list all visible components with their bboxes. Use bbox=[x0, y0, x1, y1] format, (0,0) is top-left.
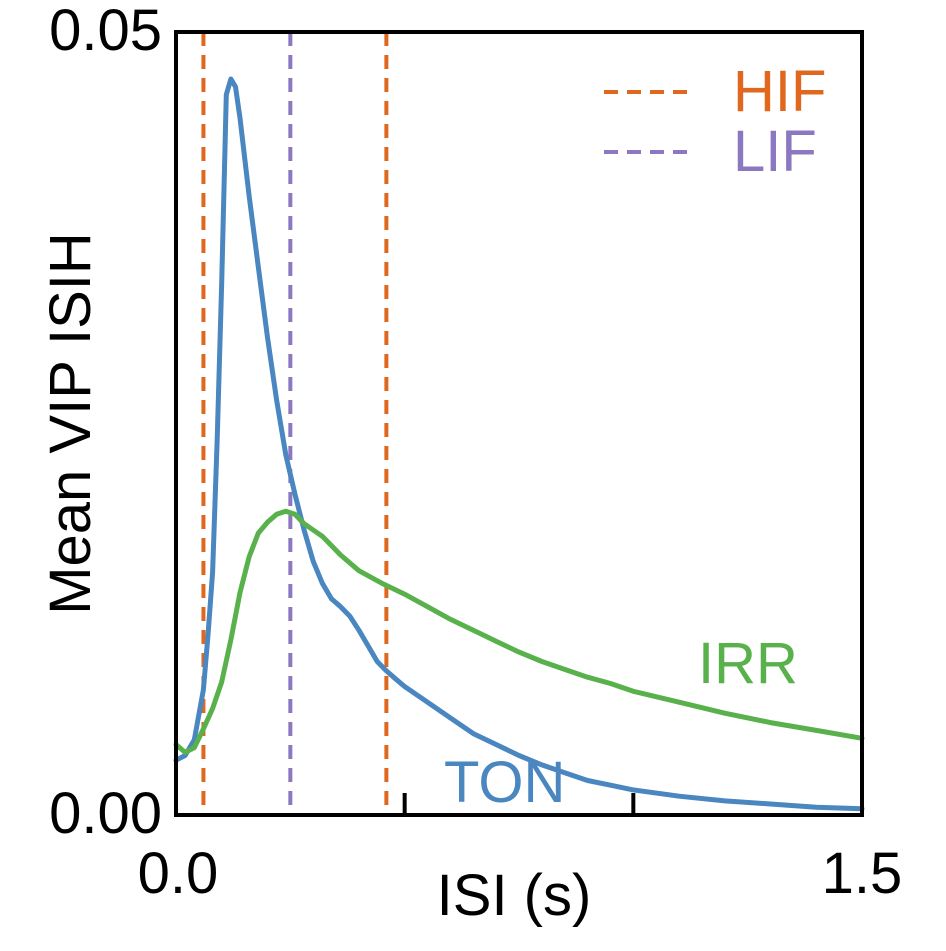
series-layer bbox=[173, 76, 865, 812]
series-line-ton bbox=[173, 76, 865, 812]
plot-frame bbox=[174, 30, 864, 817]
legend: HIF LIF bbox=[604, 59, 826, 184]
y-tick-label-min: 0.00 bbox=[49, 781, 162, 846]
x-tick-label-min: 0.0 bbox=[138, 841, 219, 906]
x-ticks-layer bbox=[174, 793, 864, 815]
series-line-irr bbox=[173, 508, 865, 755]
reference-lines-layer bbox=[201, 32, 389, 815]
x-axis-title: ISI (s) bbox=[437, 863, 592, 928]
y-axis-title: Mean VIP ISIH bbox=[38, 232, 103, 615]
legend-hif-label: HIF bbox=[733, 59, 826, 124]
axes-frame-layer bbox=[174, 30, 864, 817]
series-label-irr: IRR bbox=[698, 631, 798, 696]
y-tick-label-max: 0.05 bbox=[49, 0, 162, 63]
series-label-ton: TON bbox=[444, 750, 565, 815]
legend-lif-label: LIF bbox=[733, 119, 817, 184]
x-tick-label-max: 1.5 bbox=[822, 841, 903, 906]
